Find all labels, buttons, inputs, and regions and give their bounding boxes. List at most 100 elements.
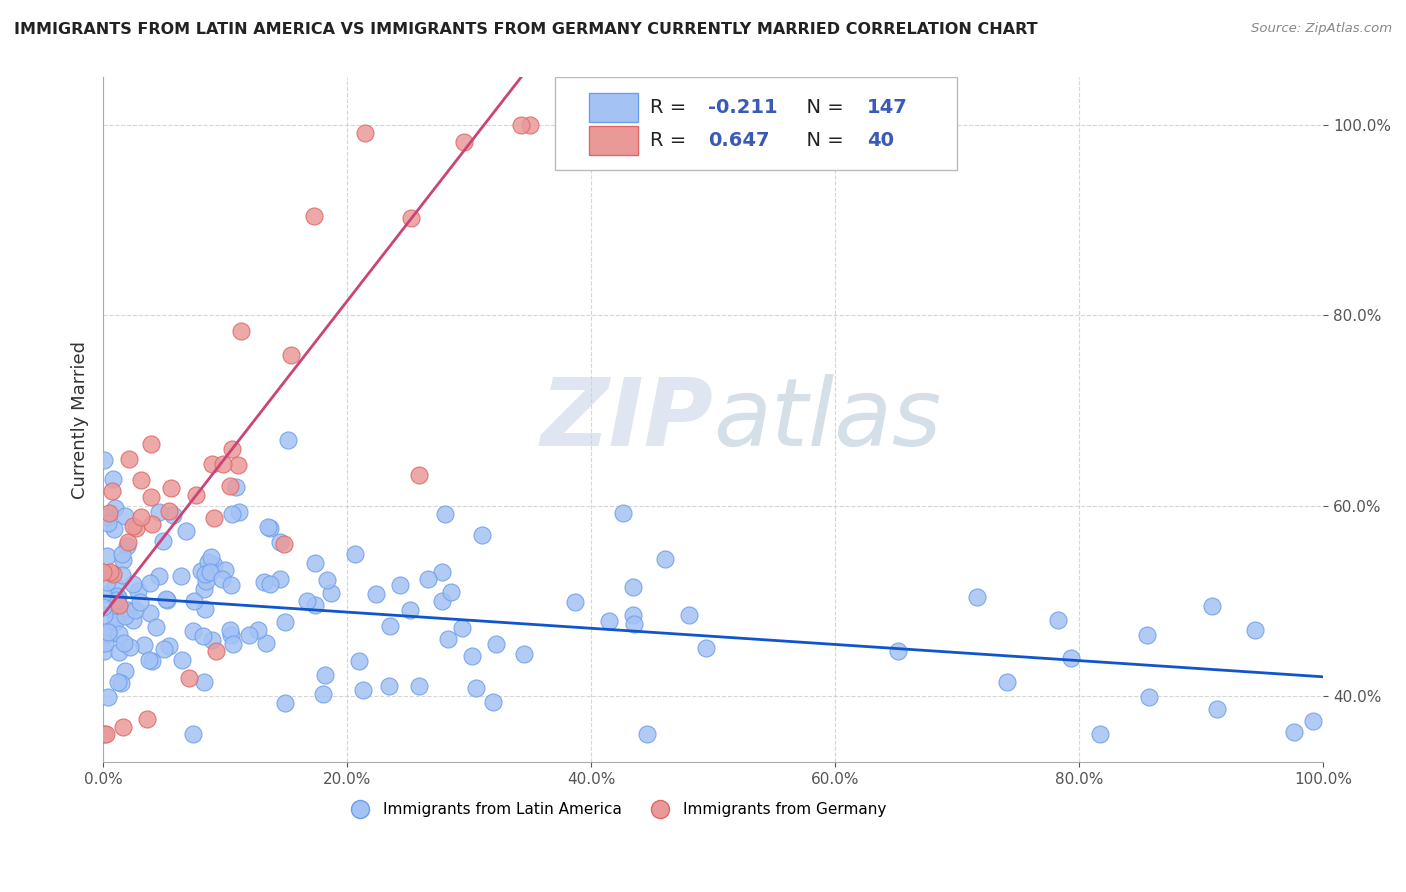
Point	[104, 608, 127, 623]
Point	[314, 667, 336, 681]
Point	[177, 671, 200, 685]
Point	[160, 481, 183, 495]
Point	[1201, 599, 1223, 614]
Point	[636, 727, 658, 741]
Point	[654, 551, 676, 566]
Text: 147: 147	[868, 98, 908, 117]
Point	[519, 118, 541, 132]
Point	[156, 593, 179, 607]
Point	[103, 522, 125, 536]
Point	[219, 628, 242, 642]
Point	[259, 520, 281, 534]
Point	[120, 640, 142, 654]
Point	[450, 621, 472, 635]
Point	[1244, 624, 1267, 638]
Point	[104, 579, 127, 593]
Point	[1302, 714, 1324, 728]
Point	[408, 467, 430, 482]
Point	[343, 547, 366, 561]
Point	[598, 614, 620, 628]
Legend: Immigrants from Latin America, Immigrants from Germany: Immigrants from Latin America, Immigrant…	[339, 796, 893, 823]
Point	[97, 690, 120, 704]
Text: 0.647: 0.647	[709, 131, 770, 150]
Point	[157, 503, 180, 517]
Point	[101, 566, 124, 581]
Point	[139, 576, 162, 591]
Point	[195, 574, 218, 589]
Point	[201, 457, 224, 471]
Point	[194, 602, 217, 616]
Point	[122, 613, 145, 627]
Point	[101, 472, 124, 486]
Point	[104, 501, 127, 516]
Point	[97, 516, 120, 531]
Point	[194, 567, 217, 582]
Point	[129, 510, 152, 524]
Point	[91, 600, 114, 615]
Point	[347, 654, 370, 668]
Point	[111, 720, 134, 734]
Point	[97, 507, 120, 521]
Point	[1205, 701, 1227, 715]
Point	[219, 577, 242, 591]
Point	[1046, 613, 1069, 627]
Point	[190, 564, 212, 578]
Text: N =: N =	[794, 131, 849, 150]
Point	[481, 695, 503, 709]
Point	[153, 642, 176, 657]
Point	[378, 618, 401, 632]
Point	[114, 665, 136, 679]
Point	[202, 558, 225, 572]
Point	[141, 516, 163, 531]
Point	[96, 575, 118, 590]
Point	[221, 507, 243, 521]
Point	[118, 451, 141, 466]
Point	[122, 577, 145, 591]
Point	[440, 585, 463, 599]
Text: R =: R =	[650, 98, 692, 117]
Point	[238, 627, 260, 641]
Point	[112, 553, 135, 567]
Point	[273, 615, 295, 629]
Point	[108, 598, 131, 612]
FancyBboxPatch shape	[589, 93, 637, 122]
Point	[148, 505, 170, 519]
Text: IMMIGRANTS FROM LATIN AMERICA VS IMMIGRANTS FROM GERMANY CURRENTLY MARRIED CORRE: IMMIGRANTS FROM LATIN AMERICA VS IMMIGRA…	[14, 22, 1038, 37]
Point	[695, 641, 717, 656]
Point	[193, 629, 215, 643]
Point	[200, 549, 222, 564]
Point	[304, 599, 326, 613]
Point	[93, 644, 115, 658]
Point	[273, 537, 295, 551]
Point	[623, 616, 645, 631]
Point	[315, 573, 337, 587]
Point	[204, 643, 226, 657]
Point	[461, 648, 484, 663]
Point	[221, 442, 243, 456]
Point	[91, 587, 114, 601]
Point	[148, 569, 170, 583]
Point	[141, 654, 163, 668]
Point	[398, 603, 420, 617]
Point	[97, 625, 120, 640]
Point	[100, 484, 122, 499]
Point	[254, 636, 277, 650]
Point	[253, 575, 276, 590]
Point	[94, 636, 117, 650]
Point	[214, 562, 236, 576]
Point	[91, 566, 114, 580]
Point	[434, 508, 457, 522]
Point	[107, 627, 129, 641]
Point	[319, 586, 342, 600]
Point	[364, 587, 387, 601]
Point	[96, 727, 118, 741]
Point	[198, 565, 221, 579]
Point	[887, 644, 910, 658]
Point	[117, 539, 139, 553]
Point	[247, 624, 270, 638]
Point	[174, 524, 197, 538]
Point	[201, 633, 224, 648]
Point	[157, 639, 180, 653]
Point	[513, 647, 536, 661]
Point	[98, 565, 121, 579]
